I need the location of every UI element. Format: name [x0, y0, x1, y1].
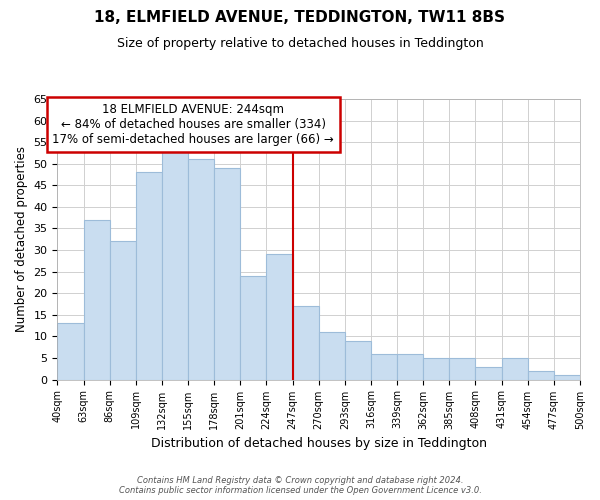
Bar: [345, 340, 371, 380]
Bar: [83, 220, 110, 380]
Text: 18, ELMFIELD AVENUE, TEDDINGTON, TW11 8BS: 18, ELMFIELD AVENUE, TEDDINGTON, TW11 8B…: [95, 10, 505, 25]
Text: Contains HM Land Registry data © Crown copyright and database right 2024.
Contai: Contains HM Land Registry data © Crown c…: [119, 476, 481, 495]
Text: Size of property relative to detached houses in Teddington: Size of property relative to detached ho…: [116, 38, 484, 51]
X-axis label: Distribution of detached houses by size in Teddington: Distribution of detached houses by size …: [151, 437, 487, 450]
Bar: [528, 371, 554, 380]
Bar: [319, 332, 345, 380]
Bar: [397, 354, 423, 380]
Bar: [293, 306, 319, 380]
Bar: [214, 168, 241, 380]
Bar: [58, 324, 83, 380]
Bar: [241, 276, 266, 380]
Bar: [266, 254, 293, 380]
Bar: [110, 242, 136, 380]
Bar: [475, 366, 502, 380]
Bar: [371, 354, 397, 380]
Bar: [188, 160, 214, 380]
Bar: [449, 358, 475, 380]
Bar: [136, 172, 162, 380]
Y-axis label: Number of detached properties: Number of detached properties: [15, 146, 28, 332]
Bar: [502, 358, 528, 380]
Bar: [423, 358, 449, 380]
Bar: [554, 376, 580, 380]
Text: 18 ELMFIELD AVENUE: 244sqm
← 84% of detached houses are smaller (334)
17% of sem: 18 ELMFIELD AVENUE: 244sqm ← 84% of deta…: [52, 104, 334, 146]
Bar: [162, 146, 188, 380]
